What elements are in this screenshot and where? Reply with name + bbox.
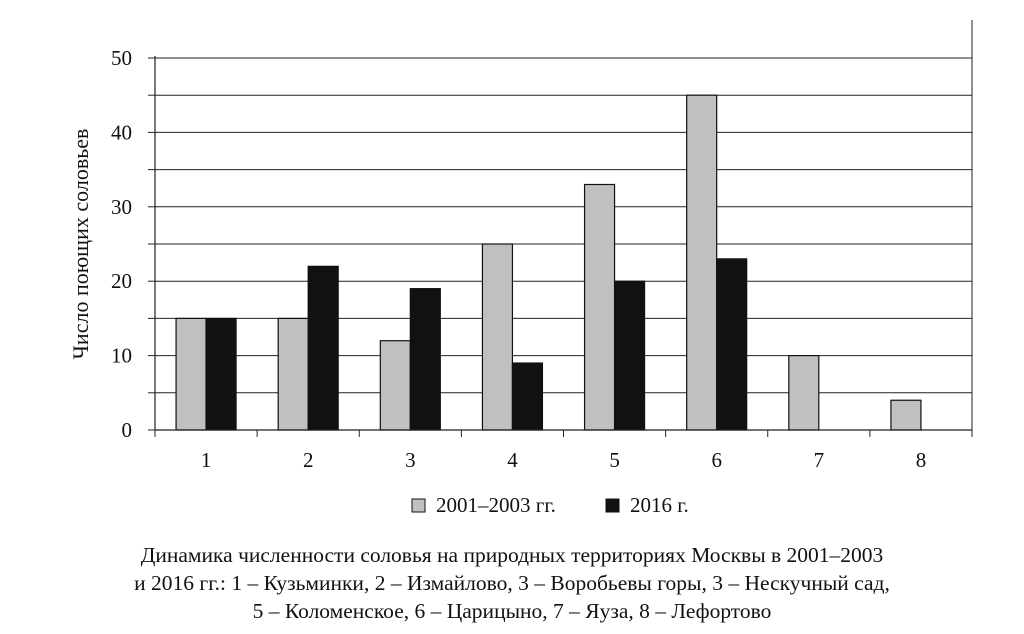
y-tick-label: 50 (111, 46, 132, 70)
bar-2001-2003 (481, 243, 514, 431)
legend-label: 2016 г. (630, 493, 689, 517)
bar-2016 (409, 288, 441, 431)
gridlines (155, 57, 972, 394)
y-tick-label: 20 (111, 269, 132, 293)
bar-2001-2003 (175, 317, 207, 431)
legend-swatch (411, 498, 426, 513)
caption-line: Динамика численности соловья на природны… (140, 543, 884, 567)
bar-2001-2003 (890, 399, 922, 431)
bars (175, 94, 922, 431)
bar-2016 (613, 280, 646, 431)
legend-swatch (605, 498, 620, 513)
x-tick-label: 3 (405, 448, 416, 472)
x-tick-label: 8 (916, 448, 927, 472)
x-tick-label: 4 (507, 448, 518, 472)
y-tick-labels: 0 10 20 30 40 50 (111, 46, 132, 442)
legend: 2001–2003 гг. 2016 г. (411, 493, 689, 517)
x-tick-label: 7 (814, 448, 825, 472)
x-tick-label: 1 (201, 448, 212, 472)
figure-caption: Динамика численности соловья на природны… (0, 541, 1024, 625)
y-tick-label: 10 (111, 344, 132, 368)
bar-2001-2003 (583, 183, 616, 431)
bar-2016 (307, 265, 339, 431)
bar-2001-2003 (379, 340, 411, 431)
caption-line: 5 – Коломенское, 6 – Царицыно, 7 – Яуза,… (252, 599, 772, 623)
x-tick-label: 2 (303, 448, 314, 472)
bar-2016 (511, 362, 544, 431)
axes (148, 20, 973, 437)
x-tick-label: 6 (711, 448, 722, 472)
y-tick-label: 0 (122, 418, 133, 442)
y-tick-label: 30 (111, 195, 132, 219)
bar-2001-2003 (686, 94, 718, 431)
y-tick-label: 40 (111, 120, 132, 144)
bar-2001-2003 (277, 317, 309, 431)
legend-label: 2001–2003 гг. (436, 493, 556, 517)
y-axis-label: Число поющих соловьев (68, 129, 93, 360)
chart: 0 10 20 30 40 50 1 2 3 4 5 6 7 8 Число поющих соловь… (68, 20, 973, 517)
x-tick-labels: 1 2 3 4 5 6 7 8 (201, 448, 926, 472)
bar-2016 (205, 317, 237, 431)
x-tick-label: 5 (609, 448, 620, 472)
bar-2016 (716, 258, 748, 431)
bar-2001-2003 (788, 355, 820, 431)
caption-line: и 2016 гг.: 1 – Кузьминки, 2 – Измайлово… (134, 571, 890, 595)
